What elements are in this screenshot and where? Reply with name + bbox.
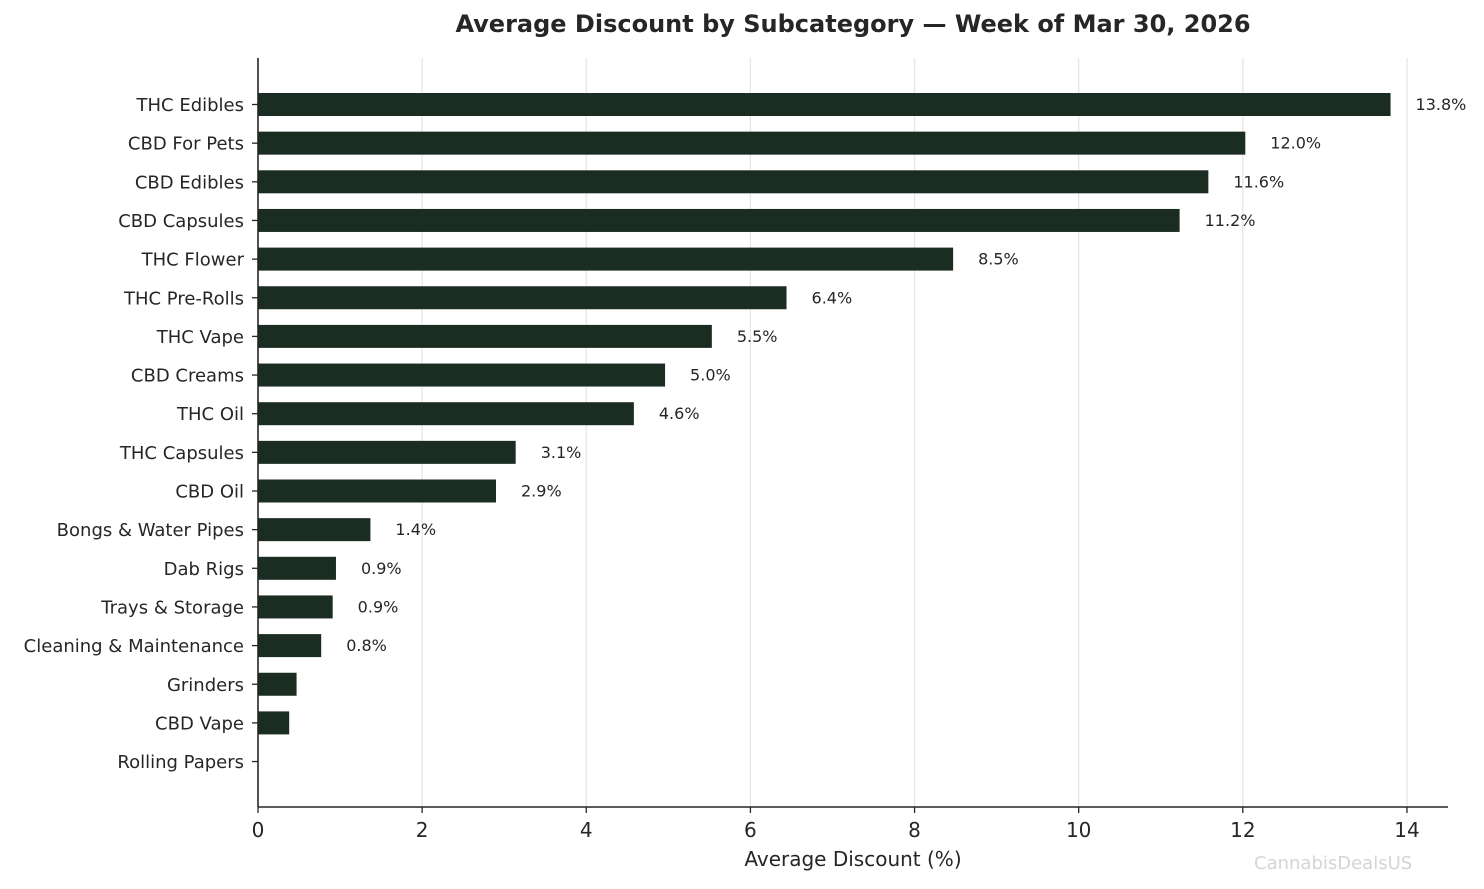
category-label: THC Capsules — [119, 443, 244, 464]
bar-value-label: 2.9% — [521, 482, 562, 501]
watermark: CannabisDealsUS — [1254, 853, 1413, 874]
bar-value-label: 0.8% — [346, 636, 387, 655]
bar — [258, 286, 787, 310]
bar-value-label: 3.1% — [541, 443, 582, 462]
x-tick-label: 8 — [908, 818, 921, 842]
x-tick-label: 10 — [1066, 818, 1091, 842]
bar-value-label: 5.5% — [737, 327, 778, 346]
chart-title: Average Discount by Subcategory — Week o… — [455, 10, 1251, 38]
bar — [258, 208, 1180, 232]
bar-value-label: 13.8% — [1416, 95, 1467, 114]
category-label: THC Vape — [156, 327, 244, 348]
bar — [258, 518, 371, 542]
category-label: Trays & Storage — [100, 597, 244, 618]
bar-value-label: 6.4% — [812, 288, 853, 307]
x-axis-title: Average Discount (%) — [744, 847, 961, 871]
bar-value-label: 1.4% — [395, 520, 436, 539]
bar-value-label: 12.0% — [1270, 134, 1321, 153]
bar — [258, 634, 322, 658]
x-tick-label: 12 — [1230, 818, 1255, 842]
bar-value-label: 8.5% — [978, 250, 1019, 269]
category-label: THC Oil — [176, 404, 244, 425]
bars — [258, 93, 1391, 735]
bar-value-label: 11.2% — [1205, 211, 1256, 230]
bar-value-label: 11.6% — [1233, 172, 1284, 191]
category-label: Cleaning & Maintenance — [24, 636, 244, 657]
category-label: CBD Capsules — [118, 211, 244, 232]
bar — [258, 247, 954, 271]
category-label: CBD Oil — [175, 482, 244, 503]
x-tick-label: 2 — [416, 818, 429, 842]
bar — [258, 93, 1391, 116]
category-label: Bongs & Water Pipes — [57, 520, 244, 541]
category-label: Rolling Papers — [117, 752, 244, 773]
bar — [258, 131, 1246, 155]
category-label: CBD For Pets — [128, 134, 244, 155]
category-label: CBD Creams — [131, 366, 244, 387]
bar-value-label: 0.9% — [358, 597, 399, 616]
category-label: THC Edibles — [136, 95, 245, 116]
bar — [258, 556, 336, 580]
x-tick-label: 4 — [580, 818, 593, 842]
bar — [258, 170, 1209, 194]
x-tick-label: 14 — [1394, 818, 1419, 842]
bar — [258, 672, 297, 696]
bar-value-label: 5.0% — [690, 366, 731, 385]
x-tick-label: 6 — [744, 818, 757, 842]
bar — [258, 595, 333, 619]
bar — [258, 711, 290, 735]
category-label: CBD Edibles — [135, 172, 244, 193]
category-label: CBD Vape — [155, 713, 244, 734]
bar — [258, 363, 666, 387]
category-label: Grinders — [167, 675, 244, 696]
category-label: THC Pre-Rolls — [123, 288, 244, 309]
x-tick-label: 0 — [252, 818, 265, 842]
axes: 0 2 4 6 8 10 12 14 — [252, 58, 1448, 842]
category-label: Dab Rigs — [164, 559, 244, 580]
bar-value-labels: 13.8% 12.0% 11.6% 11.2% 8.5% 6.4% 5.5% 5.0% 4.6%… — [346, 95, 1466, 655]
bar-value-label: 0.9% — [361, 559, 402, 578]
bar — [258, 440, 516, 464]
bar — [258, 479, 496, 503]
category-labels: THC Edibles CBD For Pets CBD Edibles CBD Ca… — [24, 95, 245, 773]
bar — [258, 402, 634, 426]
category-label: THC Flower — [141, 250, 245, 271]
bar-value-label: 4.6% — [659, 404, 700, 423]
bar — [258, 324, 712, 348]
